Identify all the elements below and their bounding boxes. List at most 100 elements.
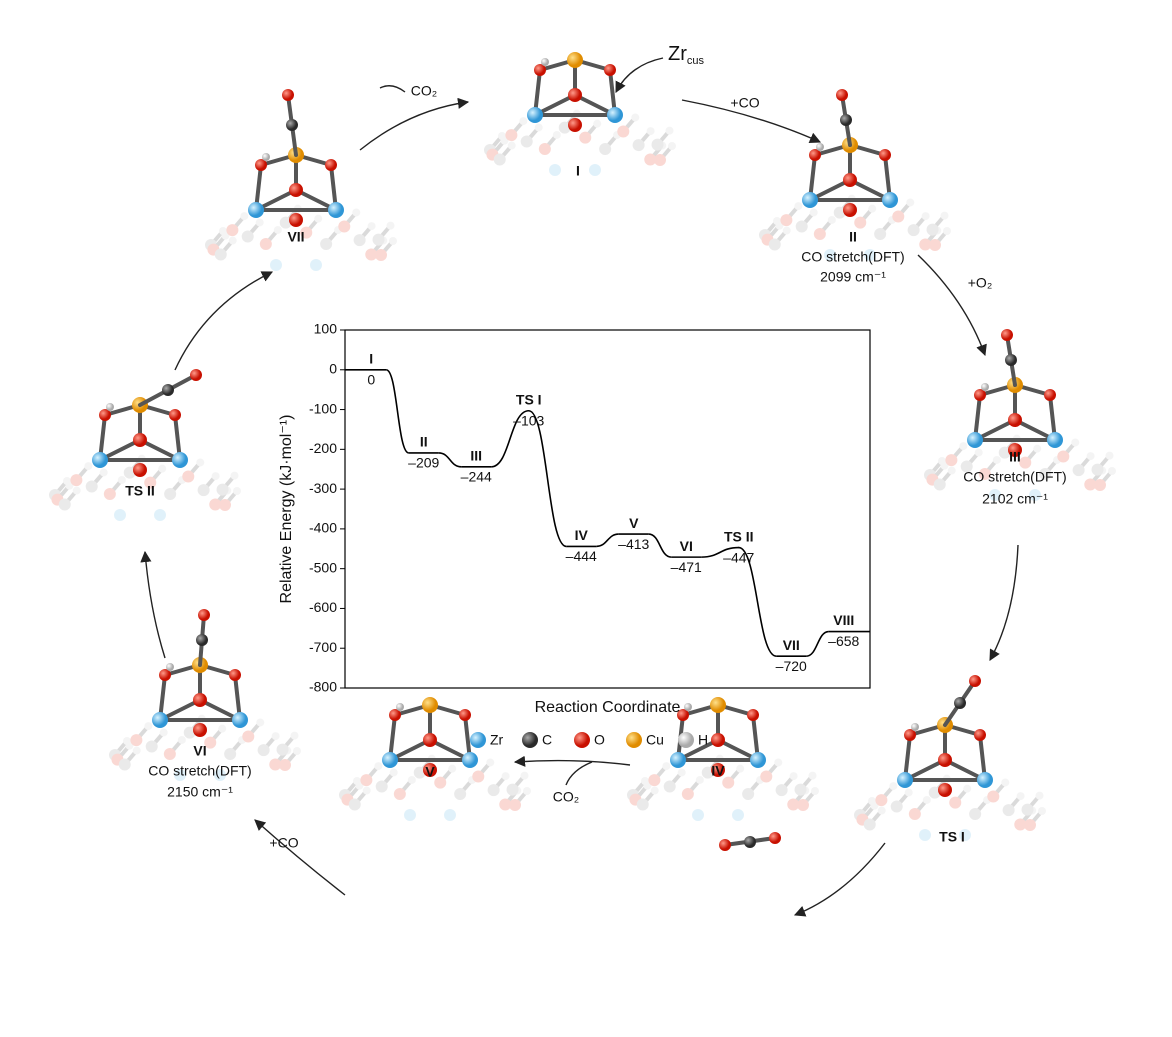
structure-label: II — [849, 229, 857, 245]
framework-atom — [413, 766, 426, 779]
framework-atom — [111, 753, 124, 766]
arrow — [989, 544, 1019, 661]
atom — [133, 463, 147, 477]
atom — [568, 118, 582, 132]
framework-atom — [182, 470, 195, 483]
framework-atom — [506, 783, 519, 796]
framework-atom — [1021, 803, 1034, 816]
framework-atom — [472, 770, 485, 783]
atom — [938, 753, 952, 767]
framework-atom — [552, 130, 561, 139]
atom — [879, 149, 891, 161]
atom — [527, 107, 543, 123]
framework-atom — [341, 793, 354, 806]
framework-atom — [339, 789, 351, 801]
framework-bond — [818, 218, 834, 236]
profile-connector — [738, 546, 777, 657]
framework-bond — [868, 809, 884, 826]
framework-bond — [965, 451, 981, 468]
framework-atom — [742, 787, 755, 800]
framework-atom — [310, 259, 322, 271]
framework-atom — [226, 224, 239, 237]
framework-atom — [877, 806, 886, 815]
atom — [882, 192, 898, 208]
framework-atom — [888, 215, 897, 224]
framework-atom — [221, 231, 230, 240]
framework-atom — [1094, 479, 1106, 491]
framework-bond — [858, 207, 874, 224]
arrow-branch — [379, 85, 406, 93]
framework-atom — [448, 764, 457, 773]
framework-atom — [290, 731, 299, 740]
atom — [534, 64, 546, 76]
legend-swatch — [522, 732, 538, 748]
y-tick-label: -300 — [309, 480, 337, 496]
atom — [169, 409, 181, 421]
atom — [711, 763, 725, 777]
framework-atom — [49, 489, 61, 501]
framework-atom — [214, 248, 227, 261]
framework-atom — [868, 204, 877, 213]
framework-atom — [270, 259, 282, 271]
framework-atom — [756, 775, 765, 784]
y-tick-label: 100 — [314, 321, 338, 337]
atom — [286, 119, 298, 131]
atom — [423, 733, 437, 747]
atom — [904, 729, 916, 741]
framework-atom — [230, 471, 239, 480]
framework-atom — [1014, 818, 1027, 831]
structure-note: CO stretch(DFT) — [963, 469, 1066, 485]
framework-bond — [488, 134, 504, 152]
framework-atom — [404, 809, 416, 821]
profile-connector — [596, 533, 619, 548]
framework-bond — [208, 727, 224, 744]
framework-bond — [273, 749, 289, 766]
framework-bond — [438, 767, 454, 784]
framework-atom — [314, 214, 323, 223]
framework-atom — [487, 784, 500, 797]
atom — [193, 693, 207, 707]
framework-atom — [117, 475, 126, 484]
framework-atom — [353, 777, 361, 785]
framework-bond — [928, 459, 944, 477]
framework-atom — [484, 144, 496, 156]
framework-bond — [1023, 447, 1039, 464]
framework-atom — [238, 735, 247, 744]
framework-bond — [211, 234, 227, 251]
framework-atom — [889, 782, 898, 791]
framework-atom — [636, 798, 649, 811]
atom — [159, 669, 171, 681]
atom — [677, 709, 689, 721]
framework-atom — [549, 164, 561, 176]
framework-bond — [168, 738, 184, 756]
framework-atom — [241, 230, 254, 243]
framework-atom — [233, 487, 241, 495]
atom — [389, 709, 401, 721]
framework-bond — [503, 789, 519, 806]
state-label: TS II — [724, 528, 754, 544]
framework-atom — [654, 154, 666, 166]
framework-atom — [63, 477, 71, 485]
atom — [229, 669, 241, 681]
atom — [744, 836, 756, 848]
framework-atom — [519, 117, 528, 126]
framework-bond — [90, 471, 106, 488]
framework-atom — [854, 809, 866, 821]
framework-atom — [892, 210, 905, 223]
framework-atom — [389, 237, 397, 245]
state-label: IV — [575, 527, 589, 543]
framework-atom — [365, 248, 378, 261]
framework-atom — [780, 214, 793, 227]
framework-atom — [520, 771, 529, 780]
framework-atom — [646, 127, 655, 136]
framework-atom — [214, 769, 226, 781]
framework-atom — [875, 794, 888, 807]
framework-atom — [768, 238, 781, 251]
framework-atom — [795, 220, 808, 233]
framework-atom — [926, 223, 939, 236]
state-label: VII — [783, 637, 800, 653]
framework-atom — [632, 139, 645, 152]
framework-bond — [342, 211, 358, 228]
atom — [567, 52, 583, 68]
framework-atom — [827, 215, 836, 224]
